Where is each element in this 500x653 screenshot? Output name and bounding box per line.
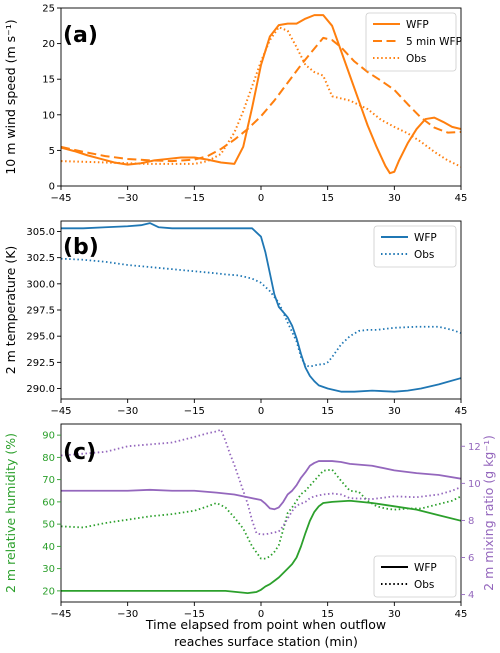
- x-axis-title-line2: reaches surface station (min): [174, 634, 358, 649]
- series-line-q-wfp: [61, 460, 461, 511]
- x-tick-label: 45: [455, 609, 468, 620]
- legend-label: Obs: [414, 579, 434, 591]
- y-tick-label: 15: [42, 75, 55, 86]
- x-tick-label: −15: [184, 193, 205, 204]
- y-tick-label: 50: [42, 520, 55, 531]
- series-line-obs: [61, 26, 461, 168]
- series-line-obs: [61, 257, 461, 368]
- series-group: [61, 428, 461, 594]
- legend-label: Obs: [414, 249, 434, 261]
- x-tick-label: 15: [321, 193, 334, 204]
- y-right-axis-title: 2 m mixing ratio (g kg⁻¹): [481, 435, 496, 591]
- y-tick-label: 295.0: [26, 332, 55, 343]
- x-tick-label: 0: [258, 609, 264, 620]
- legend: WFP Obs: [373, 555, 457, 598]
- y-tick-label: 40: [42, 542, 55, 553]
- y-tick-label: 60: [42, 497, 55, 508]
- legend-label: WFP: [414, 562, 437, 574]
- y-tick-label: 5: [49, 146, 55, 157]
- y-right-tick-label: 4: [468, 590, 474, 601]
- x-tick-label: −15: [184, 609, 205, 620]
- y-right-tick-label: 6: [468, 553, 474, 564]
- legend: WFP Obs: [373, 225, 457, 268]
- x-tick-label: −30: [117, 406, 138, 417]
- y-tick-label: 80: [42, 453, 55, 464]
- y-tick-label: 302.5: [26, 253, 55, 264]
- panel-letter: (a): [63, 23, 98, 48]
- y-axis-title: 10 m wind speed (m s⁻¹): [3, 19, 18, 174]
- series-line-wfp: [61, 14, 461, 175]
- y-tick-label: 90: [42, 431, 55, 442]
- x-tick-label: 0: [258, 193, 264, 204]
- y-tick-label: 20: [42, 39, 55, 50]
- y-tick-label: 20: [42, 586, 55, 597]
- y-tick-label: 10: [42, 110, 55, 121]
- panel-a: −45 −30 −15 0 15 30 45 0 5 10 15 20 25 10 m wind spee…: [3, 4, 467, 205]
- panel-letter: (b): [63, 235, 99, 260]
- panel-letter: (c): [63, 440, 96, 465]
- y-tick-label: 70: [42, 475, 55, 486]
- series-group: [61, 14, 461, 175]
- legend-label: WFP: [406, 19, 429, 31]
- x-tick-label: 0: [258, 406, 264, 417]
- x-tick-label: 30: [388, 609, 401, 620]
- x-axis-title-line1: Time elapsed from point when outflow: [145, 617, 386, 632]
- legend-label: 5 min WFP: [406, 36, 462, 48]
- y-axis-title: 2 m temperature (K): [3, 246, 18, 375]
- y-tick-label: 30: [42, 564, 55, 575]
- x-tick-label: 45: [455, 193, 468, 204]
- x-tick-label: −30: [117, 193, 138, 204]
- panel-b: −45 −30 −15 0 15 30 45 290.0 292.5 295.0 297.5 300.…: [3, 220, 468, 417]
- x-tick-label: −45: [50, 193, 71, 204]
- legend-label: WFP: [414, 232, 437, 244]
- y-tick-label: 305.0: [26, 227, 55, 238]
- series-line-rh-obs: [61, 468, 461, 560]
- legend-box: [365, 12, 457, 72]
- x-tick-label: −45: [50, 406, 71, 417]
- y-axis-title: 2 m relative humidity (%): [3, 433, 18, 593]
- x-tick-label: −30: [117, 609, 138, 620]
- y-right-tick-label: 8: [468, 516, 474, 527]
- x-tick-label: 30: [388, 193, 401, 204]
- y-tick-label: 290.0: [26, 384, 55, 395]
- series-line-wfp: [61, 222, 461, 393]
- y-tick-label: 0: [49, 182, 55, 193]
- y-tick-label: 297.5: [26, 306, 55, 317]
- series-group: [61, 222, 461, 393]
- y-right-tick-label: 10: [468, 479, 481, 490]
- legend: WFP 5 min WFP Obs: [365, 12, 462, 72]
- x-tick-label: 15: [321, 406, 334, 417]
- series-line-rh-wfp: [61, 499, 461, 594]
- x-tick-label: −15: [184, 406, 205, 417]
- y-tick-label: 292.5: [26, 358, 55, 369]
- x-tick-label: −45: [50, 609, 71, 620]
- y-right-tick-label: 12: [468, 442, 481, 453]
- panel-c: −45 −30 −15 0 15 30 45203040506070809046810122…: [3, 423, 496, 620]
- series-line-5-min-wfp: [61, 36, 461, 163]
- series-line-q-obs: [61, 428, 461, 536]
- x-tick-label: 15: [321, 609, 334, 620]
- legend-label: Obs: [406, 53, 426, 65]
- x-tick-label: 45: [455, 406, 468, 417]
- x-tick-label: 30: [388, 406, 401, 417]
- y-tick-label: 25: [42, 4, 55, 15]
- y-tick-label: 300.0: [26, 279, 55, 290]
